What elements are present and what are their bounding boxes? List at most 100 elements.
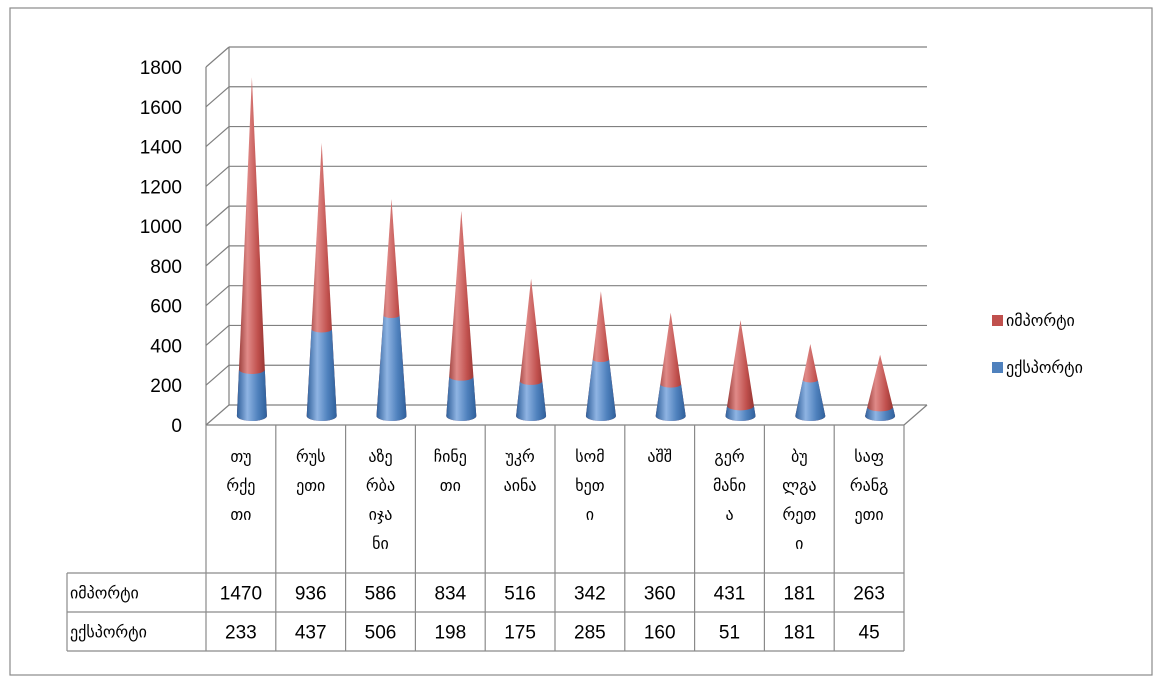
category-label: რანგ: [850, 476, 889, 495]
y-tick-label: 1800: [140, 58, 182, 79]
y-tick-label: 400: [150, 336, 182, 357]
category-label: თი: [230, 505, 251, 524]
table-cell: 198: [434, 623, 466, 644]
cone-export-segment: [446, 376, 477, 422]
category-label: ეთი: [296, 476, 325, 495]
y-tick-label: 0: [171, 416, 182, 437]
gridline-side: [205, 205, 230, 227]
gridline-side: [205, 285, 230, 307]
category-label: ი: [795, 534, 803, 553]
category-label: რქე: [226, 476, 255, 495]
category-label: ბუ: [791, 447, 808, 466]
chart-border: [9, 7, 1153, 676]
category-label: გერ: [714, 447, 744, 466]
category-label: აინა: [504, 476, 537, 495]
gridline-side: [205, 46, 230, 68]
cone: [306, 142, 337, 422]
table-cell: 437: [295, 623, 327, 644]
cone: [795, 344, 826, 422]
cone-export-segment: [306, 329, 337, 422]
category-label: საფ: [854, 447, 884, 466]
table-cell: 834: [434, 584, 466, 605]
category-label: მანი: [713, 476, 746, 495]
legend-swatch: [992, 362, 1003, 373]
table-cell: 360: [644, 584, 676, 605]
cone: [376, 198, 407, 422]
table-cell: 263: [853, 584, 885, 605]
table-cell: 181: [783, 623, 815, 644]
table-cell: 45: [859, 623, 880, 644]
cone: [446, 210, 477, 422]
table-cell: 285: [574, 623, 606, 644]
y-tick-label: 800: [150, 257, 182, 278]
cone: [865, 354, 896, 422]
legend-label: იმპორტი: [1006, 311, 1075, 330]
cone: [236, 77, 267, 421]
category-label: რეთ: [782, 505, 816, 524]
cone: [585, 291, 616, 422]
cone-export-segment: [516, 381, 547, 422]
y-tick-label: 600: [150, 297, 182, 318]
category-label: ა: [725, 505, 733, 524]
gridline-side: [205, 364, 230, 386]
category-label: უკრ: [505, 447, 534, 466]
category-label: ხეთ: [575, 476, 604, 495]
gridline-side: [205, 126, 230, 148]
gridlines: [205, 46, 928, 426]
cone-export-segment: [585, 359, 616, 422]
gridline-side: [205, 245, 230, 267]
category-label: ლგა: [782, 476, 816, 495]
data-table: თუ რქე თი რუს ეთი აზე რბა იჯა ნი ჩინე თი უკრ აინა სომ…: [66, 425, 905, 652]
legend-swatch: [992, 315, 1003, 326]
y-axis-tick-labels: 0 200 400 600 800 1000 1200 1400 1600 1800: [140, 58, 182, 437]
y-tick-label: 1200: [140, 177, 182, 198]
table-cell: 586: [365, 584, 397, 605]
legend: იმპორტი ექსპორტი: [992, 311, 1083, 377]
table-cell: 516: [504, 584, 536, 605]
category-label: ეთი: [854, 505, 883, 524]
legend-label: ექსპორტი: [1006, 358, 1083, 377]
cone-import-segment: [865, 354, 896, 422]
cone-export-segment: [725, 405, 756, 422]
cone-series: [236, 77, 896, 422]
category-label: რბა: [366, 476, 395, 495]
y-tick-label: 1400: [140, 138, 182, 159]
category-label: თუ: [230, 447, 251, 466]
floor-right-edge: [903, 404, 928, 426]
cone-import-segment: [236, 77, 267, 421]
cone-export-segment: [865, 407, 896, 422]
category-label: სომ: [575, 447, 604, 466]
cone: [516, 278, 547, 422]
table-cell: 1470: [220, 584, 262, 605]
gridline-side: [205, 324, 230, 346]
category-label: ჩინე: [434, 447, 467, 466]
table-cell: 181: [783, 584, 815, 605]
y-tick-label: 1600: [140, 98, 182, 119]
cone-export-segment: [236, 369, 267, 421]
gridline-side: [205, 86, 230, 108]
cone-export-segment: [376, 315, 407, 422]
category-label: ნი: [372, 534, 389, 553]
y-tick-label: 1000: [140, 217, 182, 238]
table-cell: 506: [365, 623, 397, 644]
gridline-side: [205, 165, 230, 187]
cone: [655, 312, 686, 422]
cone-export-segment: [655, 384, 686, 422]
y-tick-label: 200: [150, 376, 182, 397]
cone-import-segment: [725, 320, 756, 422]
category-label: ი: [586, 505, 594, 524]
cone-export-segment: [795, 380, 826, 422]
cone: [725, 320, 756, 422]
category-label: რუს: [296, 447, 325, 466]
table-row-label: ექსპორტი: [70, 623, 147, 642]
table-cell: 175: [504, 623, 536, 644]
table-cell: 936: [295, 584, 327, 605]
category-label: იჯა: [369, 505, 393, 524]
gridline-side: [205, 404, 230, 426]
table-cell: 342: [574, 584, 606, 605]
table-row-label: იმპორტი: [70, 584, 139, 603]
category-label: აშშ: [647, 447, 672, 466]
table-cell: 160: [644, 623, 676, 644]
category-label: თი: [440, 476, 461, 495]
